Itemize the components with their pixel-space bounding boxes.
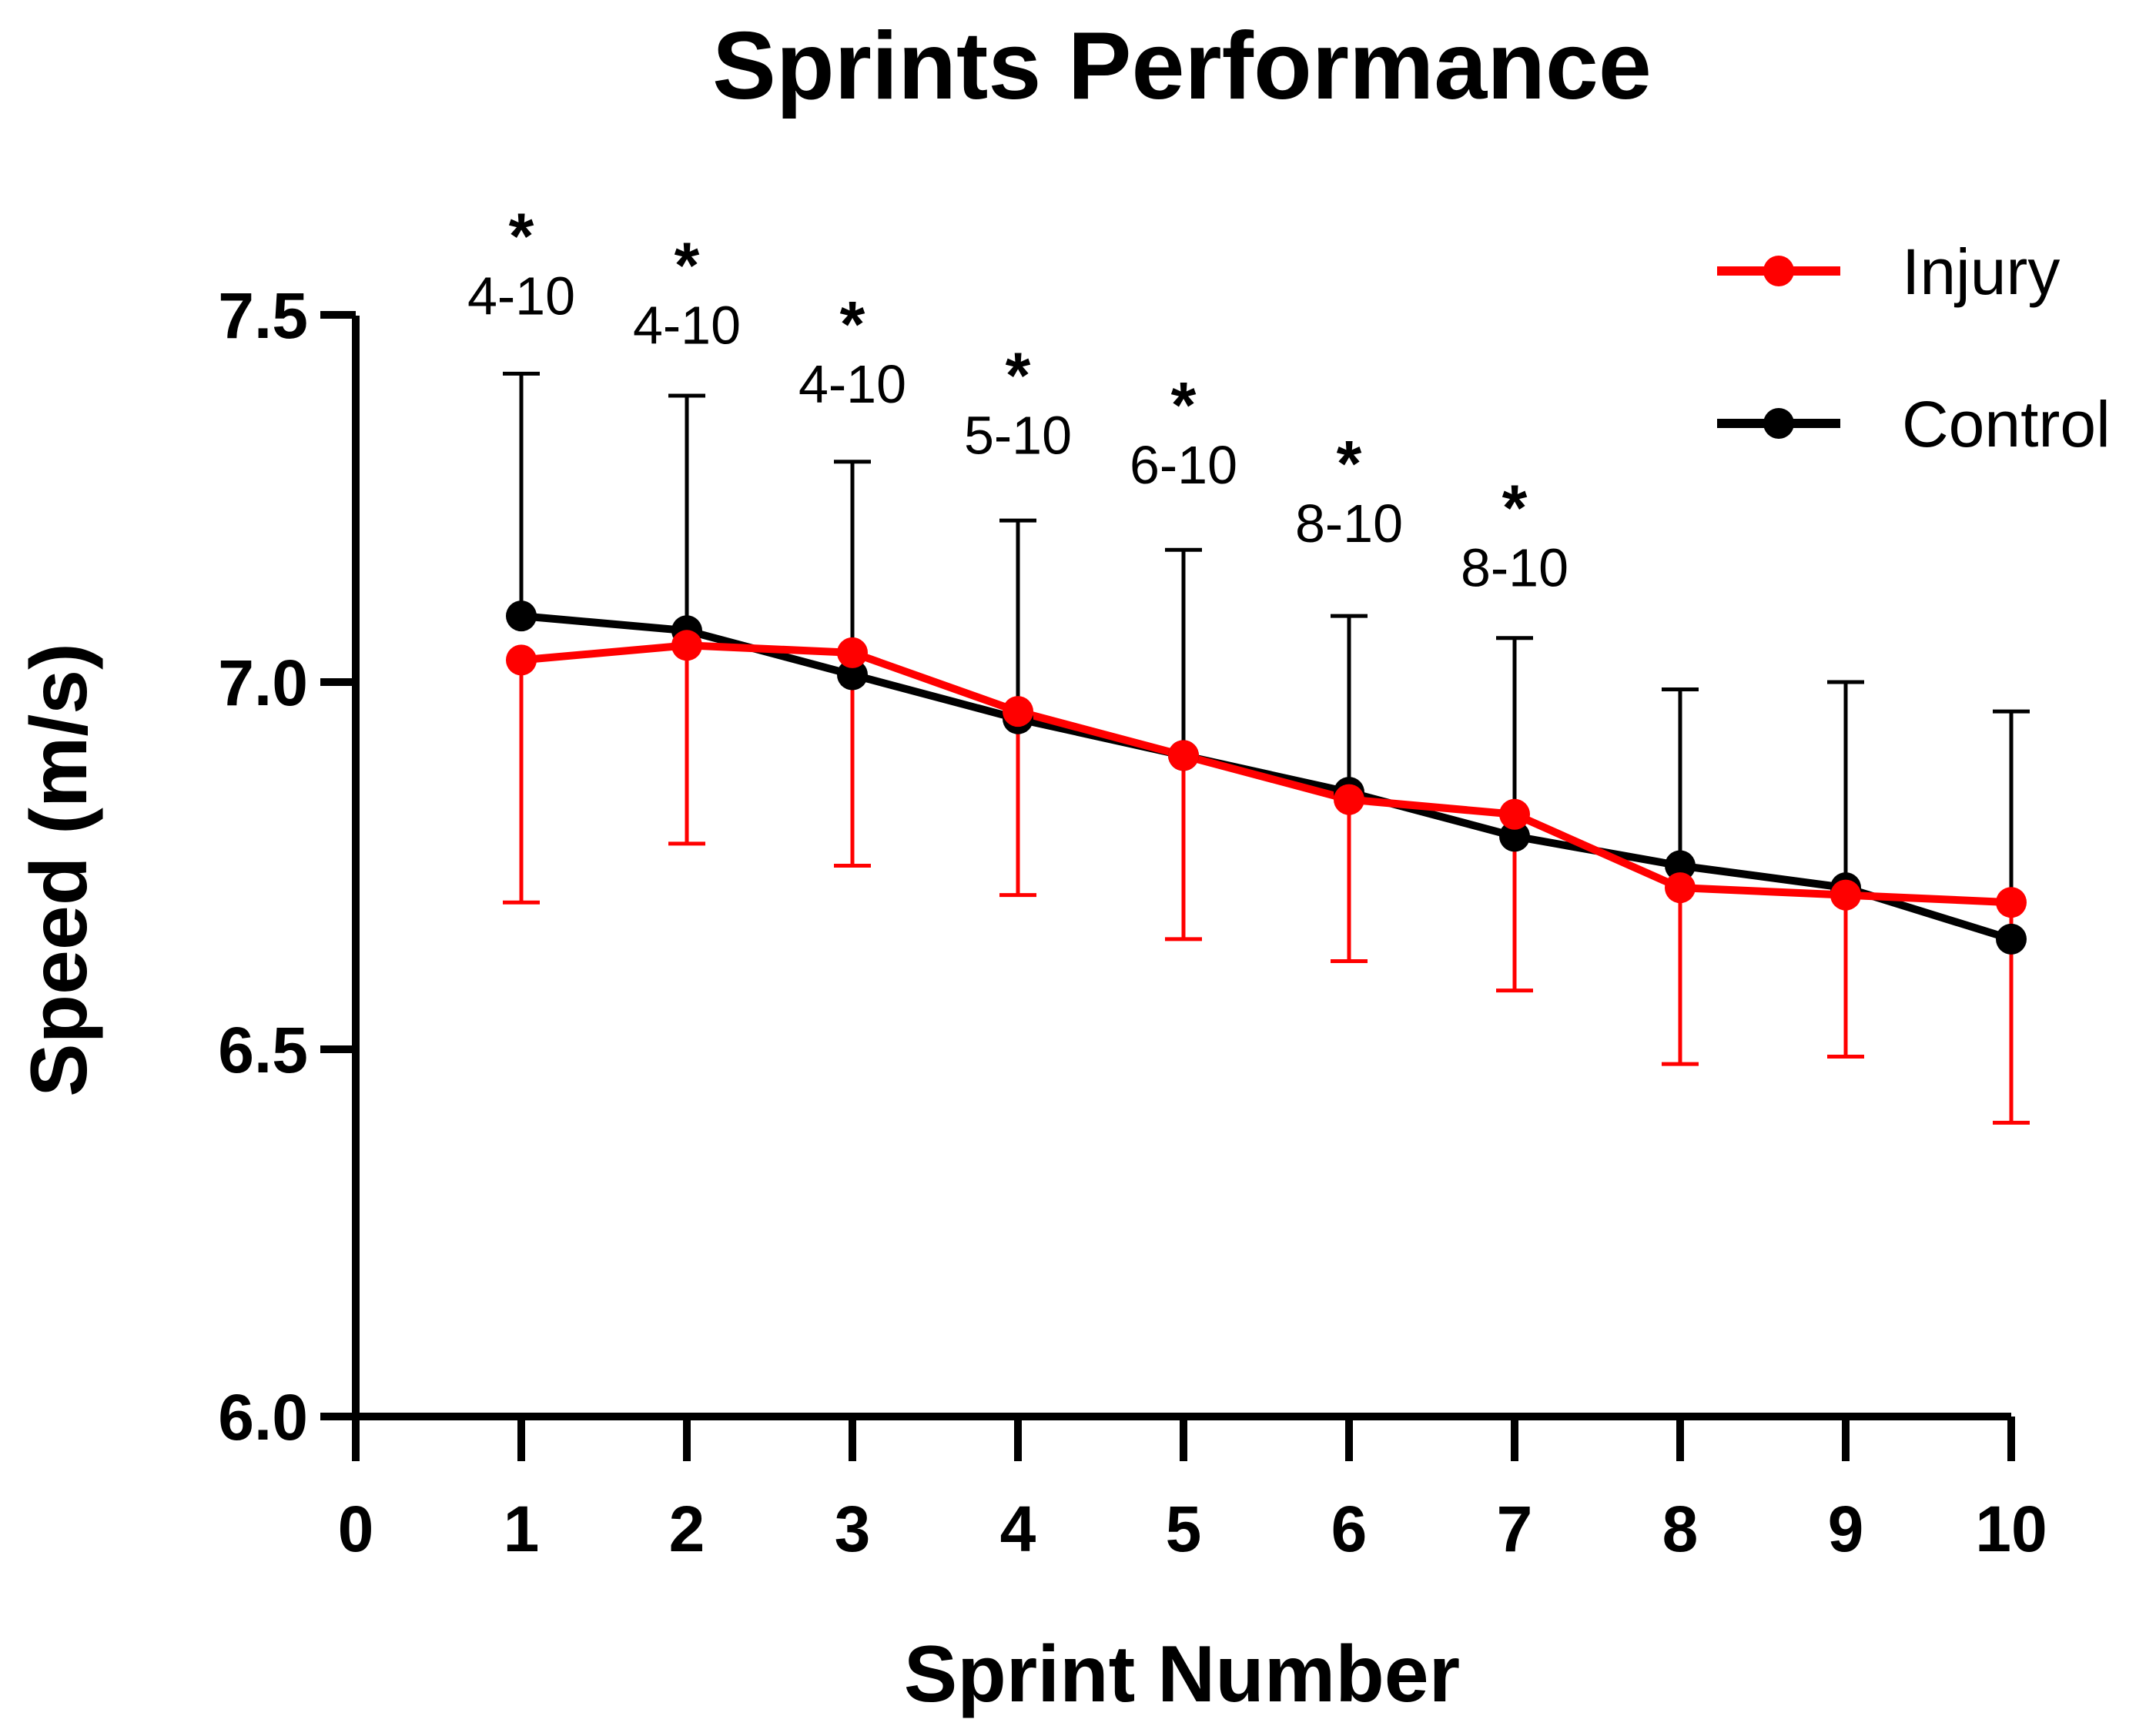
significance-star: * bbox=[1006, 340, 1031, 412]
data-point-injury bbox=[1665, 872, 1696, 904]
significance-star: * bbox=[509, 199, 534, 272]
x-tick-label: 7 bbox=[1497, 1493, 1533, 1565]
y-tick-label: 7.5 bbox=[218, 279, 308, 352]
data-point-injury bbox=[1003, 696, 1033, 728]
x-tick-label: 1 bbox=[504, 1493, 540, 1565]
data-point-injury bbox=[1334, 784, 1364, 815]
data-point-injury bbox=[1499, 798, 1530, 830]
data-point-injury bbox=[837, 637, 868, 668]
y-tick-label: 7.0 bbox=[218, 647, 308, 719]
legend-marker-injury bbox=[1763, 256, 1794, 286]
data-point-control bbox=[837, 659, 868, 691]
significance-range: 8-10 bbox=[1295, 493, 1403, 554]
data-point-injury bbox=[671, 630, 702, 661]
x-tick-label: 9 bbox=[1828, 1493, 1864, 1565]
significance-range: 4-10 bbox=[467, 266, 575, 326]
significance-range: 6-10 bbox=[1130, 435, 1237, 495]
x-axis-label: Sprint Number bbox=[904, 1630, 1460, 1719]
legend: Injury Control bbox=[1717, 236, 2111, 460]
data-point-injury bbox=[1830, 879, 1861, 911]
chart-title: Sprints Performance bbox=[712, 13, 1652, 119]
data-point-control bbox=[1665, 850, 1696, 881]
y-tick-label: 6.0 bbox=[218, 1381, 308, 1453]
legend-label-control: Control bbox=[1902, 388, 2111, 460]
significance-star: * bbox=[1171, 369, 1197, 441]
series-lines bbox=[521, 612, 2013, 943]
x-tick-label: 5 bbox=[1166, 1493, 1202, 1565]
x-tick-label: 2 bbox=[669, 1493, 705, 1565]
significance-range: 8-10 bbox=[1461, 537, 1568, 597]
significance-star: * bbox=[675, 229, 700, 302]
x-tick-label: 4 bbox=[1000, 1493, 1036, 1565]
x-tick-label: 6 bbox=[1331, 1493, 1368, 1565]
significance-star: * bbox=[1337, 427, 1362, 500]
series-points bbox=[506, 600, 2027, 955]
data-point-injury bbox=[506, 644, 537, 676]
significance-range: 5-10 bbox=[964, 406, 1072, 466]
significance-range: 4-10 bbox=[633, 296, 741, 356]
significance-range: 4-10 bbox=[798, 354, 906, 414]
x-ticks: 0 1 2 3 4 5 6 7 8 9 10 bbox=[338, 1417, 2047, 1565]
significance-star: * bbox=[840, 288, 865, 360]
x-tick-label: 8 bbox=[1662, 1493, 1699, 1565]
x-tick-label: 10 bbox=[1975, 1493, 2047, 1565]
x-tick-label: 3 bbox=[835, 1493, 871, 1565]
y-axis-label: Speed (m/s) bbox=[15, 643, 104, 1096]
x-tick-label: 0 bbox=[338, 1493, 374, 1565]
legend-marker-control bbox=[1763, 408, 1794, 439]
data-point-control bbox=[1996, 923, 2027, 955]
significance-annotations: *4-10 *4-10 *4-10 *5-10 *6-10 *8-10 *8-10 bbox=[467, 199, 1568, 597]
data-point-injury bbox=[1168, 740, 1199, 771]
data-point-injury bbox=[1996, 887, 2027, 918]
series-line-injury bbox=[521, 641, 2012, 907]
significance-star: * bbox=[1502, 471, 1528, 544]
error-bars bbox=[503, 371, 2030, 1125]
legend-label-injury: Injury bbox=[1902, 236, 2060, 308]
y-ticks: 6.0 6.5 7.0 7.5 bbox=[218, 279, 356, 1453]
data-point-control bbox=[506, 600, 537, 632]
y-tick-label: 6.5 bbox=[218, 1014, 308, 1086]
data-point-control bbox=[1499, 821, 1530, 852]
